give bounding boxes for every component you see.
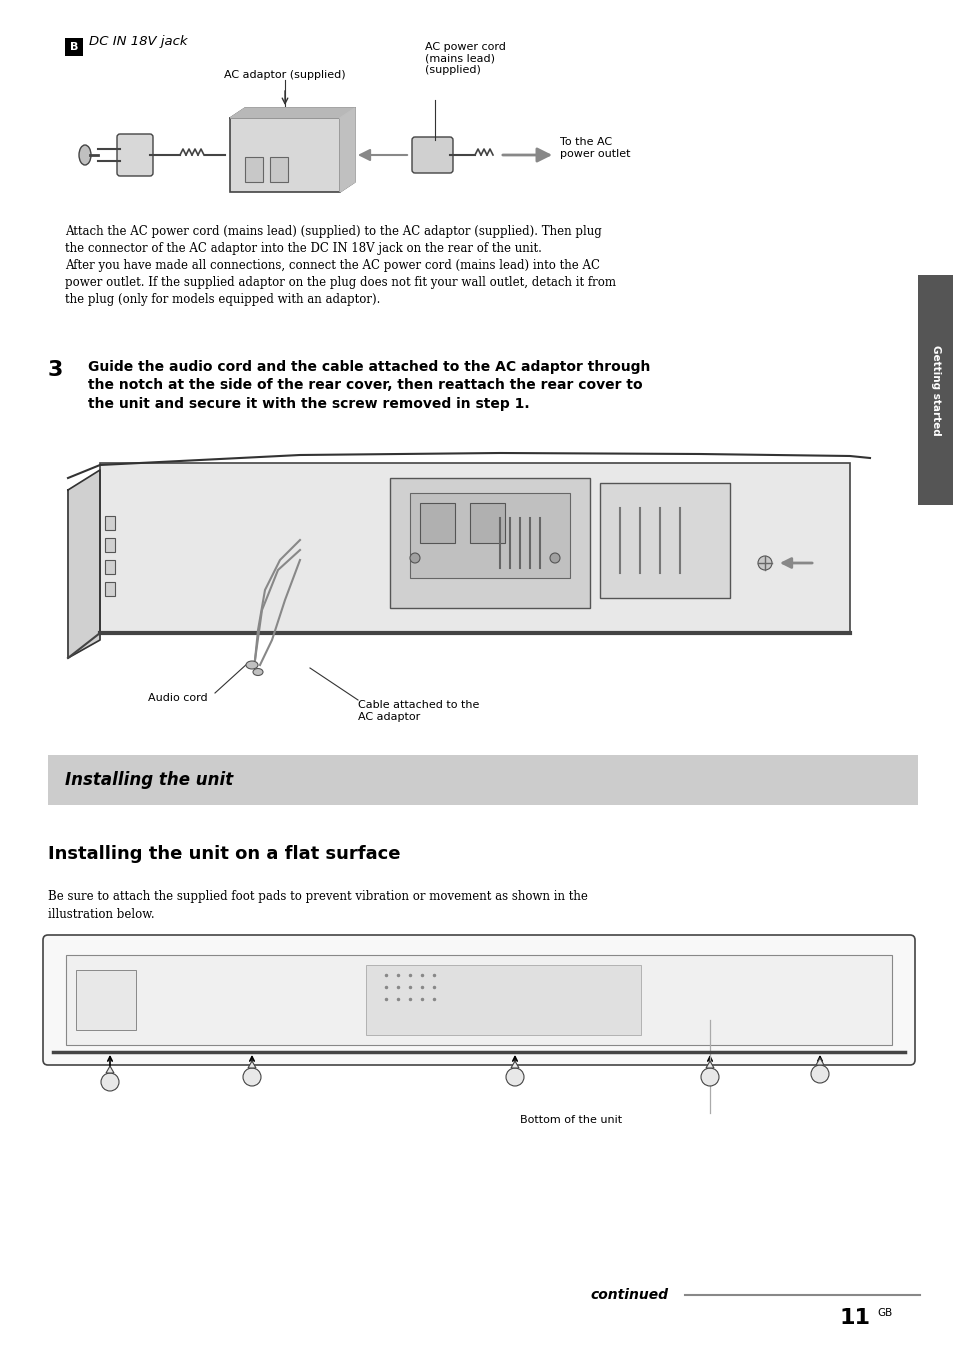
- Circle shape: [700, 1068, 719, 1086]
- Polygon shape: [511, 1061, 518, 1068]
- Text: GB: GB: [876, 1307, 891, 1318]
- Text: Audio cord: Audio cord: [148, 694, 208, 703]
- FancyBboxPatch shape: [230, 118, 339, 192]
- Circle shape: [810, 1065, 828, 1083]
- Bar: [245, 157, 263, 183]
- Bar: [917, 274, 953, 506]
- Bar: [105, 560, 115, 575]
- Polygon shape: [339, 108, 355, 192]
- Bar: [419, 503, 455, 544]
- Ellipse shape: [253, 668, 263, 676]
- Bar: [48, 754, 917, 804]
- Bar: [100, 462, 849, 633]
- Text: Attach the AC power cord (mains lead) (supplied) to the AC adaptor (supplied). T: Attach the AC power cord (mains lead) (s…: [65, 224, 616, 306]
- Text: Be sure to attach the supplied foot pads to prevent vibration or movement as sho: Be sure to attach the supplied foot pads…: [48, 890, 587, 921]
- FancyBboxPatch shape: [412, 137, 453, 173]
- FancyBboxPatch shape: [117, 134, 152, 176]
- Bar: [470, 503, 504, 544]
- Bar: [76, 969, 136, 1030]
- Text: 3: 3: [48, 360, 63, 380]
- Bar: [65, 38, 83, 55]
- Circle shape: [243, 1068, 261, 1086]
- Bar: [366, 965, 640, 1036]
- Bar: [105, 516, 115, 530]
- Bar: [270, 157, 288, 183]
- Bar: [390, 479, 589, 608]
- Text: Guide the audio cord and the cable attached to the AC adaptor through
the notch : Guide the audio cord and the cable attac…: [88, 360, 650, 411]
- Polygon shape: [68, 470, 100, 658]
- Text: 11: 11: [839, 1307, 869, 1328]
- Bar: [410, 493, 569, 579]
- Text: Cable attached to the
AC adaptor: Cable attached to the AC adaptor: [357, 700, 478, 722]
- Bar: [66, 955, 891, 1045]
- Ellipse shape: [246, 661, 257, 669]
- Circle shape: [550, 553, 559, 562]
- Polygon shape: [705, 1061, 713, 1068]
- Text: To the AC
power outlet: To the AC power outlet: [559, 137, 630, 158]
- Circle shape: [410, 553, 419, 562]
- Circle shape: [505, 1068, 523, 1086]
- Circle shape: [758, 556, 771, 571]
- Text: Getting started: Getting started: [930, 345, 940, 435]
- Circle shape: [101, 1073, 119, 1091]
- Text: continued: continued: [589, 1288, 667, 1302]
- Ellipse shape: [79, 145, 91, 165]
- Bar: [599, 483, 729, 598]
- Text: Bottom of the unit: Bottom of the unit: [519, 1115, 621, 1125]
- Text: AC adaptor (supplied): AC adaptor (supplied): [224, 70, 345, 80]
- Text: DC IN 18V jack: DC IN 18V jack: [89, 35, 188, 49]
- Bar: [105, 538, 115, 552]
- Bar: [105, 581, 115, 596]
- Text: AC power cord
(mains lead)
(supplied): AC power cord (mains lead) (supplied): [424, 42, 505, 74]
- FancyBboxPatch shape: [43, 936, 914, 1065]
- Polygon shape: [230, 108, 355, 118]
- Polygon shape: [815, 1059, 823, 1065]
- Polygon shape: [106, 1065, 113, 1073]
- Text: Installing the unit on a flat surface: Installing the unit on a flat surface: [48, 845, 400, 863]
- Text: B: B: [70, 42, 78, 51]
- Polygon shape: [248, 1061, 255, 1068]
- Text: Installing the unit: Installing the unit: [65, 771, 233, 790]
